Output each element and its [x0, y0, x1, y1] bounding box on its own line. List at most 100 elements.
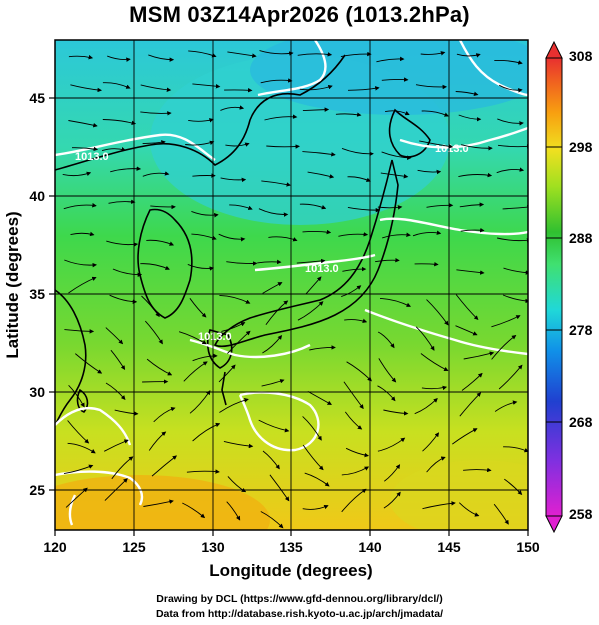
plot-area: 1013.0 1013.0 1013.0 1013.0 [55, 40, 528, 530]
streamline [378, 358, 397, 383]
streamline [257, 259, 282, 265]
grid-lines [55, 40, 528, 530]
colorbar-tick-label: 258 [569, 506, 593, 522]
streamline [460, 144, 493, 151]
streamline [262, 450, 280, 470]
streamline [261, 379, 285, 387]
colorbar-tick-label: 268 [569, 414, 593, 430]
y-tick-labels: 25 30 35 40 45 [29, 90, 45, 498]
streamline [377, 331, 395, 349]
streamline [426, 203, 454, 208]
streamline [71, 146, 99, 152]
streamline [144, 320, 163, 345]
streamline [140, 263, 170, 270]
streamline [458, 502, 480, 517]
streamline [219, 294, 251, 304]
streamline [105, 382, 126, 400]
axis-ticks [49, 97, 529, 536]
streamline [304, 472, 330, 487]
streamline [417, 169, 442, 175]
streamline [70, 84, 102, 93]
streamline [266, 144, 300, 149]
streamline [420, 51, 446, 56]
streamline [114, 409, 139, 416]
isobar-7 [364, 308, 528, 356]
isobars [55, 40, 528, 526]
streamline [420, 353, 449, 371]
contour-label: 1013.0 [198, 331, 232, 343]
streamline [347, 176, 371, 182]
streamline [268, 236, 298, 242]
streamline [227, 330, 251, 354]
streamline [105, 327, 124, 345]
streamline [412, 230, 442, 237]
streamline [148, 54, 175, 62]
streamline [102, 82, 131, 89]
streamline [307, 391, 332, 405]
credits: Drawing by DCL (https://www.gfd-dennou.o… [0, 592, 599, 622]
streamline [146, 358, 173, 376]
x-tick-label: 125 [122, 539, 146, 555]
streamline [192, 422, 221, 442]
streamline [146, 239, 175, 246]
streamline [150, 204, 176, 210]
streamline [302, 229, 332, 235]
streamline [107, 55, 131, 62]
streamline [153, 406, 176, 423]
streamline [498, 364, 523, 390]
streamline [385, 110, 410, 116]
streamline [344, 318, 368, 323]
streamline [218, 233, 246, 242]
streamline [343, 381, 364, 410]
streamline [302, 504, 329, 510]
isobar-4 [399, 126, 528, 149]
colorbar: 308 298 288 278 268 258 [545, 40, 593, 534]
coastline-ryukyu [221, 371, 227, 406]
contour-label: 1013.0 [435, 143, 469, 155]
streamline [493, 503, 509, 525]
streamline [260, 511, 284, 529]
streamline [383, 409, 409, 416]
streamline [68, 384, 85, 408]
cold-region-north [250, 40, 528, 115]
isobar-6 [254, 253, 376, 272]
streamline [226, 501, 241, 521]
isobar-10 [55, 406, 132, 446]
streamline [192, 353, 218, 362]
streamline [259, 50, 294, 56]
streamline [491, 334, 517, 360]
streamline [140, 111, 172, 116]
isobar-1 [55, 133, 216, 161]
streamline [111, 456, 134, 480]
streamline [375, 257, 400, 263]
streamline [341, 466, 370, 476]
streamline [305, 276, 322, 295]
streamline [297, 52, 333, 57]
streamline [63, 464, 94, 475]
streamline [148, 431, 167, 451]
streamline [220, 177, 247, 183]
streamline [335, 112, 362, 117]
streamline [67, 420, 90, 444]
streamline [502, 294, 528, 304]
streamline [141, 295, 160, 318]
streamline [102, 119, 137, 126]
streamline [455, 294, 479, 321]
streamline [456, 269, 485, 275]
x-tick-label: 145 [437, 539, 461, 555]
isobar-9 [238, 391, 320, 452]
streamline [494, 60, 523, 65]
streamline [70, 231, 95, 237]
streamline [112, 268, 143, 277]
streamline [302, 107, 330, 112]
y-tick-label: 35 [29, 286, 45, 302]
streamline [347, 86, 380, 91]
warm-region-south [55, 475, 270, 530]
streamline [229, 204, 253, 210]
streamline [344, 411, 363, 430]
streamline [142, 140, 166, 145]
streamline [381, 77, 409, 82]
streamline [414, 261, 439, 267]
isobar-5 [379, 217, 528, 236]
streamline [503, 446, 528, 453]
